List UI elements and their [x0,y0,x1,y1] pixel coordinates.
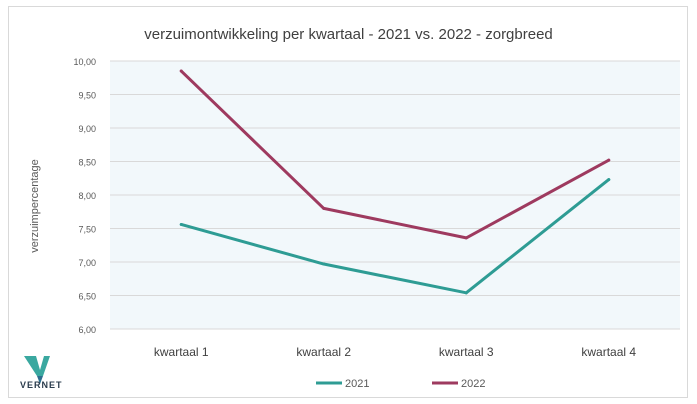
y-tick-label: 7,50 [78,225,96,235]
y-axis-ticks: 6,00 6,50 7,00 7,50 8,00 8,50 9,00 9,50 10,00 [73,57,96,335]
legend-label-2022: 2022 [461,378,485,390]
series-lines [179,69,611,295]
y-axis-label: verzuimpercentage [29,159,41,253]
x-tick-label: kwartaal 3 [439,345,494,359]
chart-title: verzuimontwikkeling per kwartaal - 2021 … [144,26,553,43]
x-tick-label: kwartaal 4 [581,345,636,359]
data-point-2022 [179,69,183,73]
series-line-2022 [179,69,611,240]
y-tick-label: 8,50 [78,158,96,168]
data-point-2022 [607,158,611,162]
series-line-2021 [179,178,611,295]
y-tick-label: 6,50 [78,292,96,302]
data-point-2022 [464,236,468,240]
grid-lines [110,60,680,330]
data-point-2021 [607,178,611,182]
data-point-2022 [322,206,326,210]
y-tick-label: 10,00 [73,57,96,67]
y-tick-label: 9,00 [78,124,96,134]
x-tick-label: kwartaal 1 [154,345,209,359]
y-tick-label: 6,00 [78,325,96,335]
data-point-2021 [179,222,183,226]
y-tick-label: 9,50 [78,91,96,101]
y-tick-label: 7,00 [78,258,96,268]
x-tick-label: kwartaal 2 [296,345,351,359]
data-point-2021 [322,262,326,266]
x-axis-ticks: kwartaal 1 kwartaal 2 kwartaal 3 kwartaal 4 [154,345,637,359]
legend: 2021 2022 [316,378,485,390]
legend-label-2021: 2021 [345,378,369,390]
vernet-logo-icon [24,356,50,384]
y-tick-label: 8,00 [78,191,96,201]
data-point-2021 [464,291,468,295]
logo-text: VERNET [20,380,63,390]
